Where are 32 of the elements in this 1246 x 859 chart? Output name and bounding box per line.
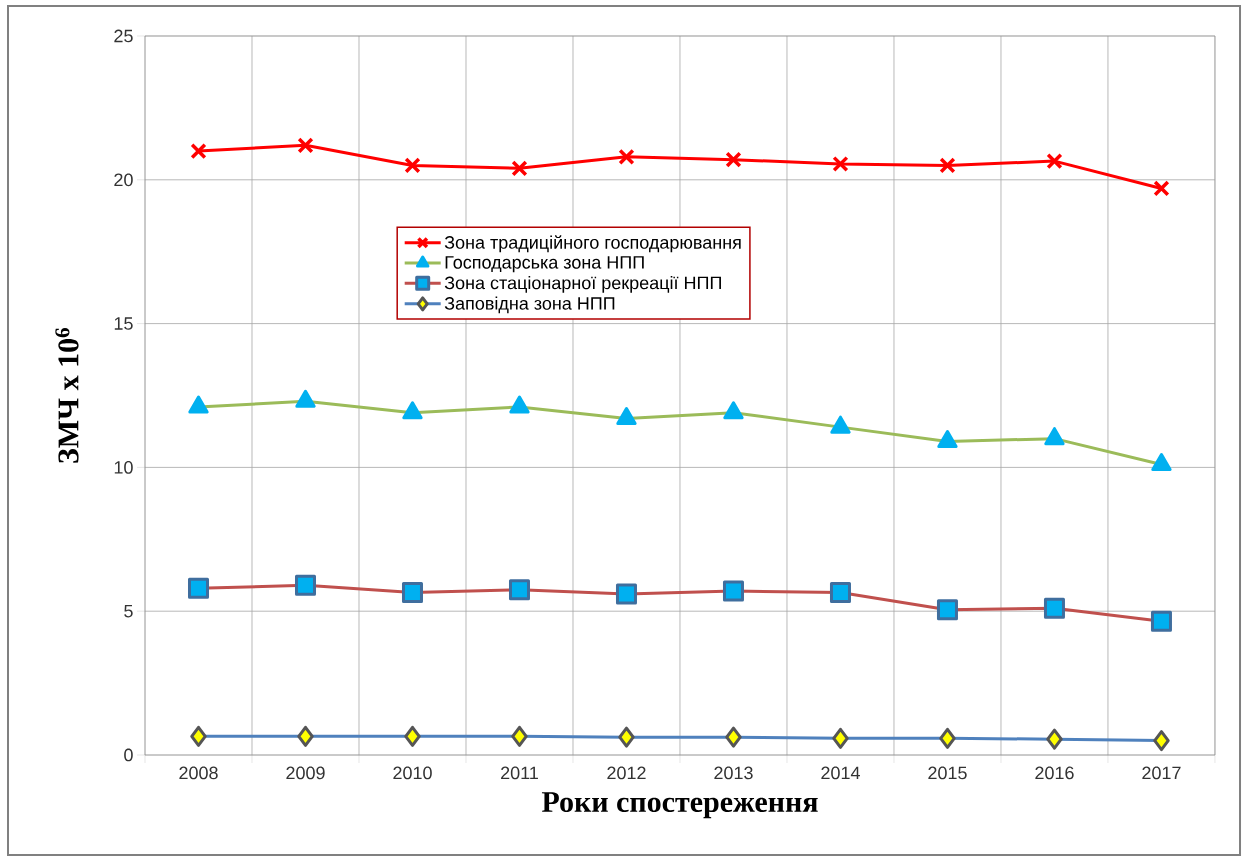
- point: [618, 148, 635, 165]
- legend-label: Зона традиційного господарювання: [444, 235, 741, 253]
- x-tick-label: 2017: [1142, 766, 1181, 780]
- x-tick-label: 2015: [928, 766, 967, 780]
- x-tick-label: 2008: [179, 766, 218, 780]
- point: [190, 142, 207, 160]
- point: [1046, 152, 1063, 170]
- y-axis-title: ЗМЧ x 10$^{6}$: [55, 328, 79, 463]
- y-tick-label: 25: [114, 29, 133, 43]
- x-axis-title: Роки спостереження: [541, 792, 818, 819]
- x-tick-label: 2012: [607, 766, 646, 780]
- x-tick-label: 2010: [393, 766, 432, 780]
- point: [1153, 180, 1170, 197]
- point: [832, 155, 849, 173]
- y-tick-label: 10: [114, 461, 133, 474]
- x-tick-label: 2013: [714, 766, 753, 780]
- point: [939, 157, 956, 174]
- y-tick-label: 20: [114, 173, 133, 187]
- y-tick-label: 15: [114, 317, 133, 330]
- y-tick-label: 5: [124, 604, 133, 618]
- x-tick-label: 2011: [501, 766, 538, 780]
- y-tick-label: 0: [124, 748, 133, 762]
- legend-label: Господарська зона НПП: [445, 256, 644, 273]
- point: [511, 160, 528, 177]
- point: [297, 137, 314, 154]
- point: [725, 151, 742, 168]
- x-tick-label: 2016: [1035, 766, 1074, 780]
- legend-label: Зона стаціонарної рекреації НПП: [444, 276, 721, 293]
- legend-label: Заповідна зона НПП: [444, 296, 615, 314]
- x-tick-label: 2009: [286, 766, 325, 780]
- point: [404, 157, 421, 174]
- x-tick-label: 2014: [821, 766, 860, 780]
